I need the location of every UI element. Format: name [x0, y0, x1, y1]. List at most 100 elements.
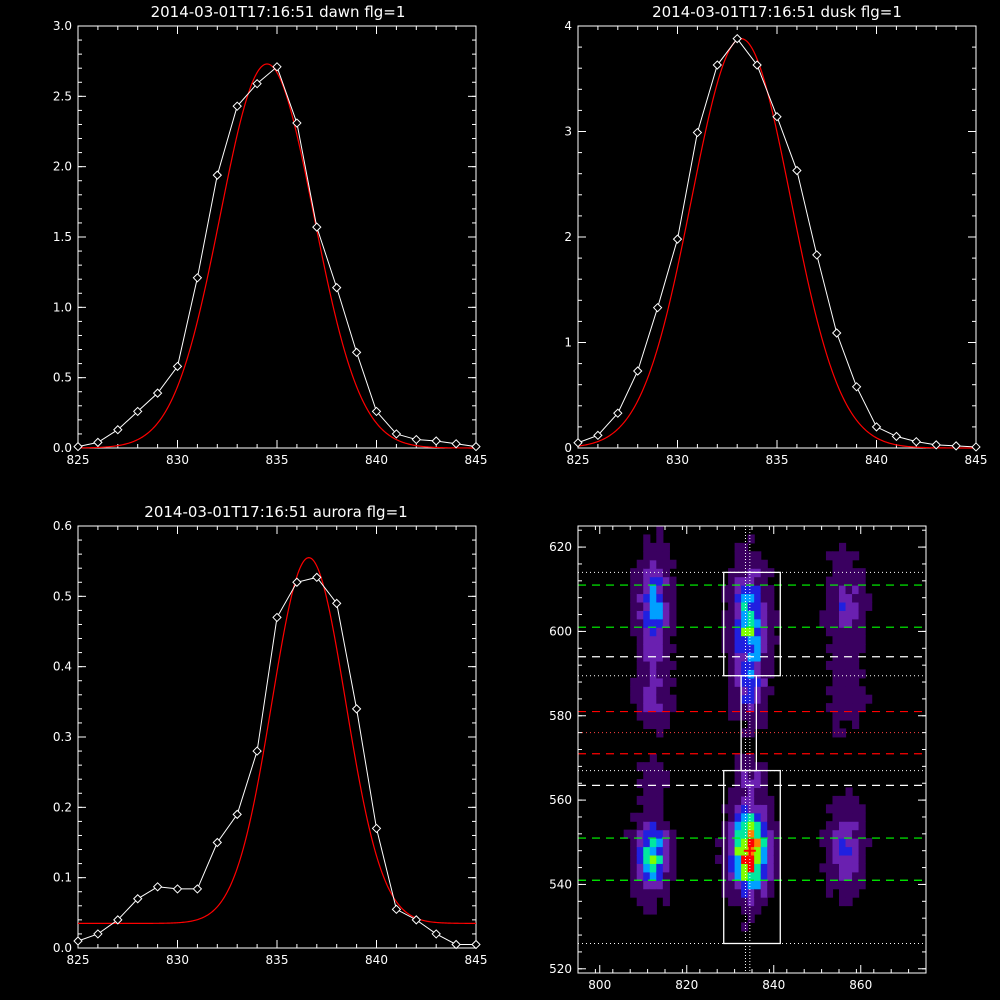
- heatmap-cell: [656, 719, 664, 730]
- heatmap-cell: [845, 568, 853, 578]
- heatmap-cell: [839, 585, 847, 595]
- heatmap-cell: [728, 593, 736, 603]
- heatmap-cell: [832, 593, 840, 603]
- heatmap-cell: [747, 660, 755, 670]
- heatmap-cell: [728, 711, 736, 721]
- heatmap-cell: [728, 686, 736, 696]
- heatmap-cell: [721, 610, 729, 620]
- heatmap-cell: [747, 779, 755, 789]
- heatmap-cell: [649, 635, 657, 645]
- heatmap-cell: [721, 635, 729, 645]
- heatmap-cell: [636, 711, 644, 721]
- heatmap-cell: [839, 618, 847, 628]
- heatmap-cell: [728, 703, 736, 713]
- aurora-frame: [77, 525, 477, 949]
- heatmap-cell: [819, 829, 827, 839]
- dawn-ytick-label: 2.5: [53, 89, 72, 103]
- heatmap-cell: [656, 829, 664, 839]
- heatmap-cell: [656, 728, 664, 738]
- heatmap-cell: [858, 635, 866, 645]
- heatmap-cell: [636, 871, 644, 881]
- heatmap-cell: [760, 635, 768, 645]
- heatmap-cell: [747, 593, 755, 603]
- heatmap-cell: [760, 677, 768, 687]
- heatmap-cell: [747, 551, 755, 561]
- heatmap-cell: [839, 804, 847, 814]
- heatmap-cell: [643, 703, 651, 713]
- heatmap-cell: [662, 635, 670, 645]
- heatmap-cell: [643, 618, 651, 628]
- heatmap-cell: [656, 804, 664, 814]
- heatmap-cell: [643, 644, 651, 654]
- heatmap-cell: [767, 812, 775, 822]
- dusk-data-point: [732, 33, 742, 44]
- dawn-data-line: [77, 65, 477, 448]
- heatmap-cell: [636, 601, 644, 611]
- aurora-data-point: [272, 612, 282, 623]
- heatmap-cell: [721, 821, 729, 831]
- heatmap-cell: [741, 576, 749, 586]
- selection-box: [740, 675, 758, 772]
- heatmap-cell: [825, 627, 834, 637]
- heatmap-cell: [643, 812, 651, 822]
- heatmap-cell: [741, 762, 749, 772]
- heatmap-cell: [767, 585, 775, 595]
- heatmap-cell: [656, 787, 664, 797]
- panel-aurora: 2014-03-01T17:16:51 aurora flg=1 825 830 8…: [53, 503, 488, 967]
- heatmap-xtick-label: 800: [588, 978, 611, 992]
- heatmap-cell: [852, 812, 860, 822]
- heatmap-cell: [636, 686, 644, 696]
- heatmap-cell: [643, 559, 651, 569]
- heatmap-cell: [643, 905, 651, 915]
- heatmap-cell: [656, 593, 664, 603]
- heatmap-cell: [734, 669, 742, 679]
- heatmap-cell: [656, 677, 664, 687]
- heatmap-cell: [656, 821, 664, 831]
- aurora-data-point: [471, 939, 481, 950]
- aurora-ytick-label: 0.2: [53, 800, 72, 814]
- heatmap-cell: [832, 576, 840, 586]
- heatmap-cell: [728, 804, 736, 814]
- heatmap-cell: [858, 610, 866, 620]
- heatmap-cell: [839, 812, 847, 822]
- heatmap-cell: [832, 804, 840, 814]
- heatmap-cell: [747, 770, 755, 780]
- heatmap-cell: [845, 627, 853, 637]
- heatmap-cell: [649, 804, 657, 814]
- dawn-xtick-label: 835: [266, 453, 289, 467]
- heatmap-cell: [669, 610, 677, 620]
- heatmap-cell: [630, 829, 638, 839]
- title-aurora: 2014-03-01T17:16:51 aurora flg=1: [144, 503, 407, 521]
- aurora-data-point: [411, 915, 422, 925]
- heatmap-cell: [656, 703, 664, 713]
- heatmap-cell: [839, 829, 847, 839]
- heatmap-cell: [734, 627, 742, 637]
- heatmap-cell: [643, 770, 651, 780]
- heatmap-cell: [656, 601, 664, 611]
- heatmap-cell: [845, 593, 853, 603]
- heatmap-cell: [773, 610, 781, 620]
- heatmap-cell: [734, 829, 742, 839]
- heatmap-cell: [845, 888, 853, 898]
- heatmap-cell: [669, 644, 677, 654]
- heatmap-cell: [760, 610, 768, 620]
- heatmap-cell: [760, 703, 768, 713]
- heatmap-cell: [741, 854, 749, 864]
- heatmap-cell: [728, 829, 736, 839]
- heatmap-cell: [760, 593, 768, 603]
- heatmap-cell: [839, 795, 847, 805]
- heatmap-cell: [832, 559, 840, 569]
- dawn-data-point: [411, 434, 422, 445]
- heatmap-cell: [825, 854, 834, 864]
- heatmap-cell: [656, 686, 664, 696]
- heatmap-cell: [741, 686, 749, 696]
- heatmap-cell: [649, 897, 657, 907]
- heatmap-cell: [839, 559, 847, 569]
- heatmap-cell: [832, 880, 840, 890]
- heatmap-cell: [734, 753, 742, 763]
- heatmap-cell: [754, 610, 762, 620]
- heatmap-cell: [656, 551, 664, 561]
- heatmap-cell: [832, 711, 840, 721]
- heatmap-ytick-label: 560: [549, 793, 572, 807]
- heatmap-cell: [656, 694, 664, 704]
